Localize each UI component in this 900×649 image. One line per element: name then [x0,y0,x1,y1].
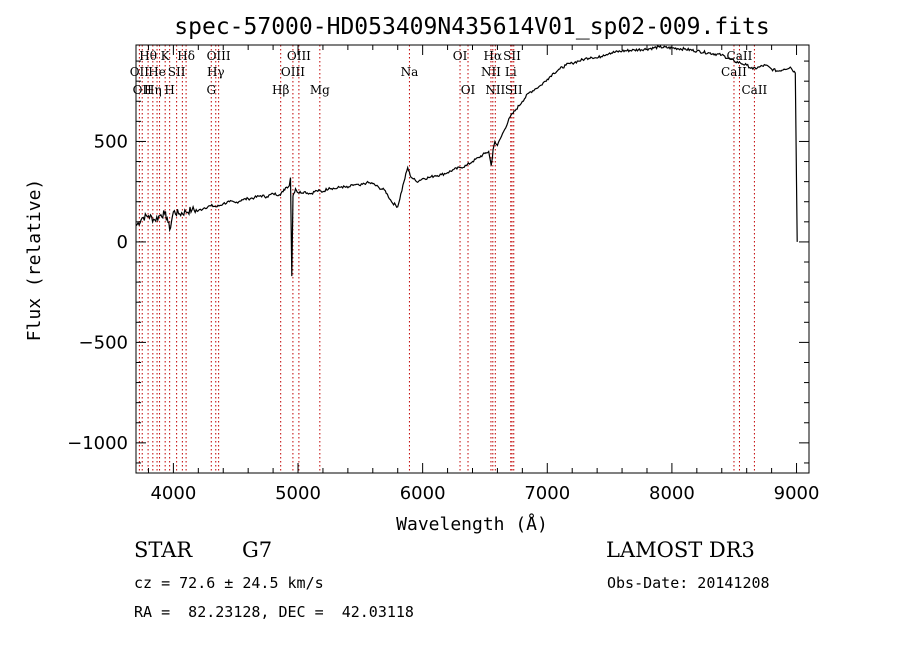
x-tick-label: 7000 [524,483,570,504]
emission-line-markers [138,45,755,473]
emission-line-label: OII [130,65,150,79]
axis-tick-labels: 4000 5000 6000 7000 8000 9000 −1000 −500 0 500 [67,131,819,504]
spectrum-line [135,44,798,277]
redshift-value: cz = 72.6 ± 24.5 km/s [134,574,324,592]
x-tick-label: 8000 [649,483,695,504]
emission-line-label: Li [505,65,517,79]
y-tick-label: −500 [79,332,128,353]
emission-line-label: OIII [287,49,311,63]
emission-line-label: Hα [484,49,503,63]
x-tick-label: 6000 [400,483,446,504]
emission-line-label: Mg [310,83,330,97]
observation-date: Obs-Date: 20141208 [607,574,770,592]
emission-line-label: Na [401,65,419,79]
y-axis-label: Flux (relative) [24,179,45,342]
emission-line-label: OI [461,83,476,97]
emission-line-label: SII [505,83,523,97]
x-tick-label: 9000 [774,483,820,504]
chart-title: spec-57000-HD053409N435614V01_sp02-009.f… [174,14,769,40]
emission-line-label: NII [485,83,505,97]
emission-line-label: H [164,83,174,97]
plot-frame [135,44,810,474]
axis-ticks [136,45,809,473]
y-tick-label: −1000 [67,433,128,454]
emission-line-label: OIII [207,49,231,63]
emission-line-label: CaII [721,65,747,79]
emission-line-label: SII [168,65,186,79]
emission-line-label: Hγ [207,65,225,79]
y-tick-label: 0 [117,232,128,253]
survey-name: LAMOST DR3 [606,538,755,562]
emission-line-label: OI [453,49,468,63]
emission-line-label: CaII [727,49,753,63]
object-subclass: G7 [242,538,273,562]
emission-line-label: Hβ [272,83,289,97]
emission-line-label: OII [133,83,153,97]
x-axis-label: Wavelength (Å) [396,513,548,535]
emission-line-label: NII [481,65,501,79]
y-tick-label: 500 [94,131,128,152]
emission-line-label: He [148,65,166,79]
emission-line-label: SII [503,49,521,63]
x-tick-label: 4000 [150,483,196,504]
emission-line-label: Hη [144,83,162,97]
emission-line-label: CaII [741,83,767,97]
object-class: STAR [134,538,193,562]
emission-line-label: Hθ [139,49,157,63]
emission-line-label: Hδ [177,49,195,63]
emission-line-label: K [161,49,171,63]
emission-line-label: OIII [281,65,305,79]
emission-line-labels: OII OII Hθ Hη He K H SII Hδ G Hγ OIII Hβ OIII OIII Mg Na… [130,49,768,97]
emission-line-label: G [206,83,216,97]
coordinates: RA = 82.23128, DEC = 42.03118 [134,603,414,621]
x-tick-label: 5000 [275,483,321,504]
